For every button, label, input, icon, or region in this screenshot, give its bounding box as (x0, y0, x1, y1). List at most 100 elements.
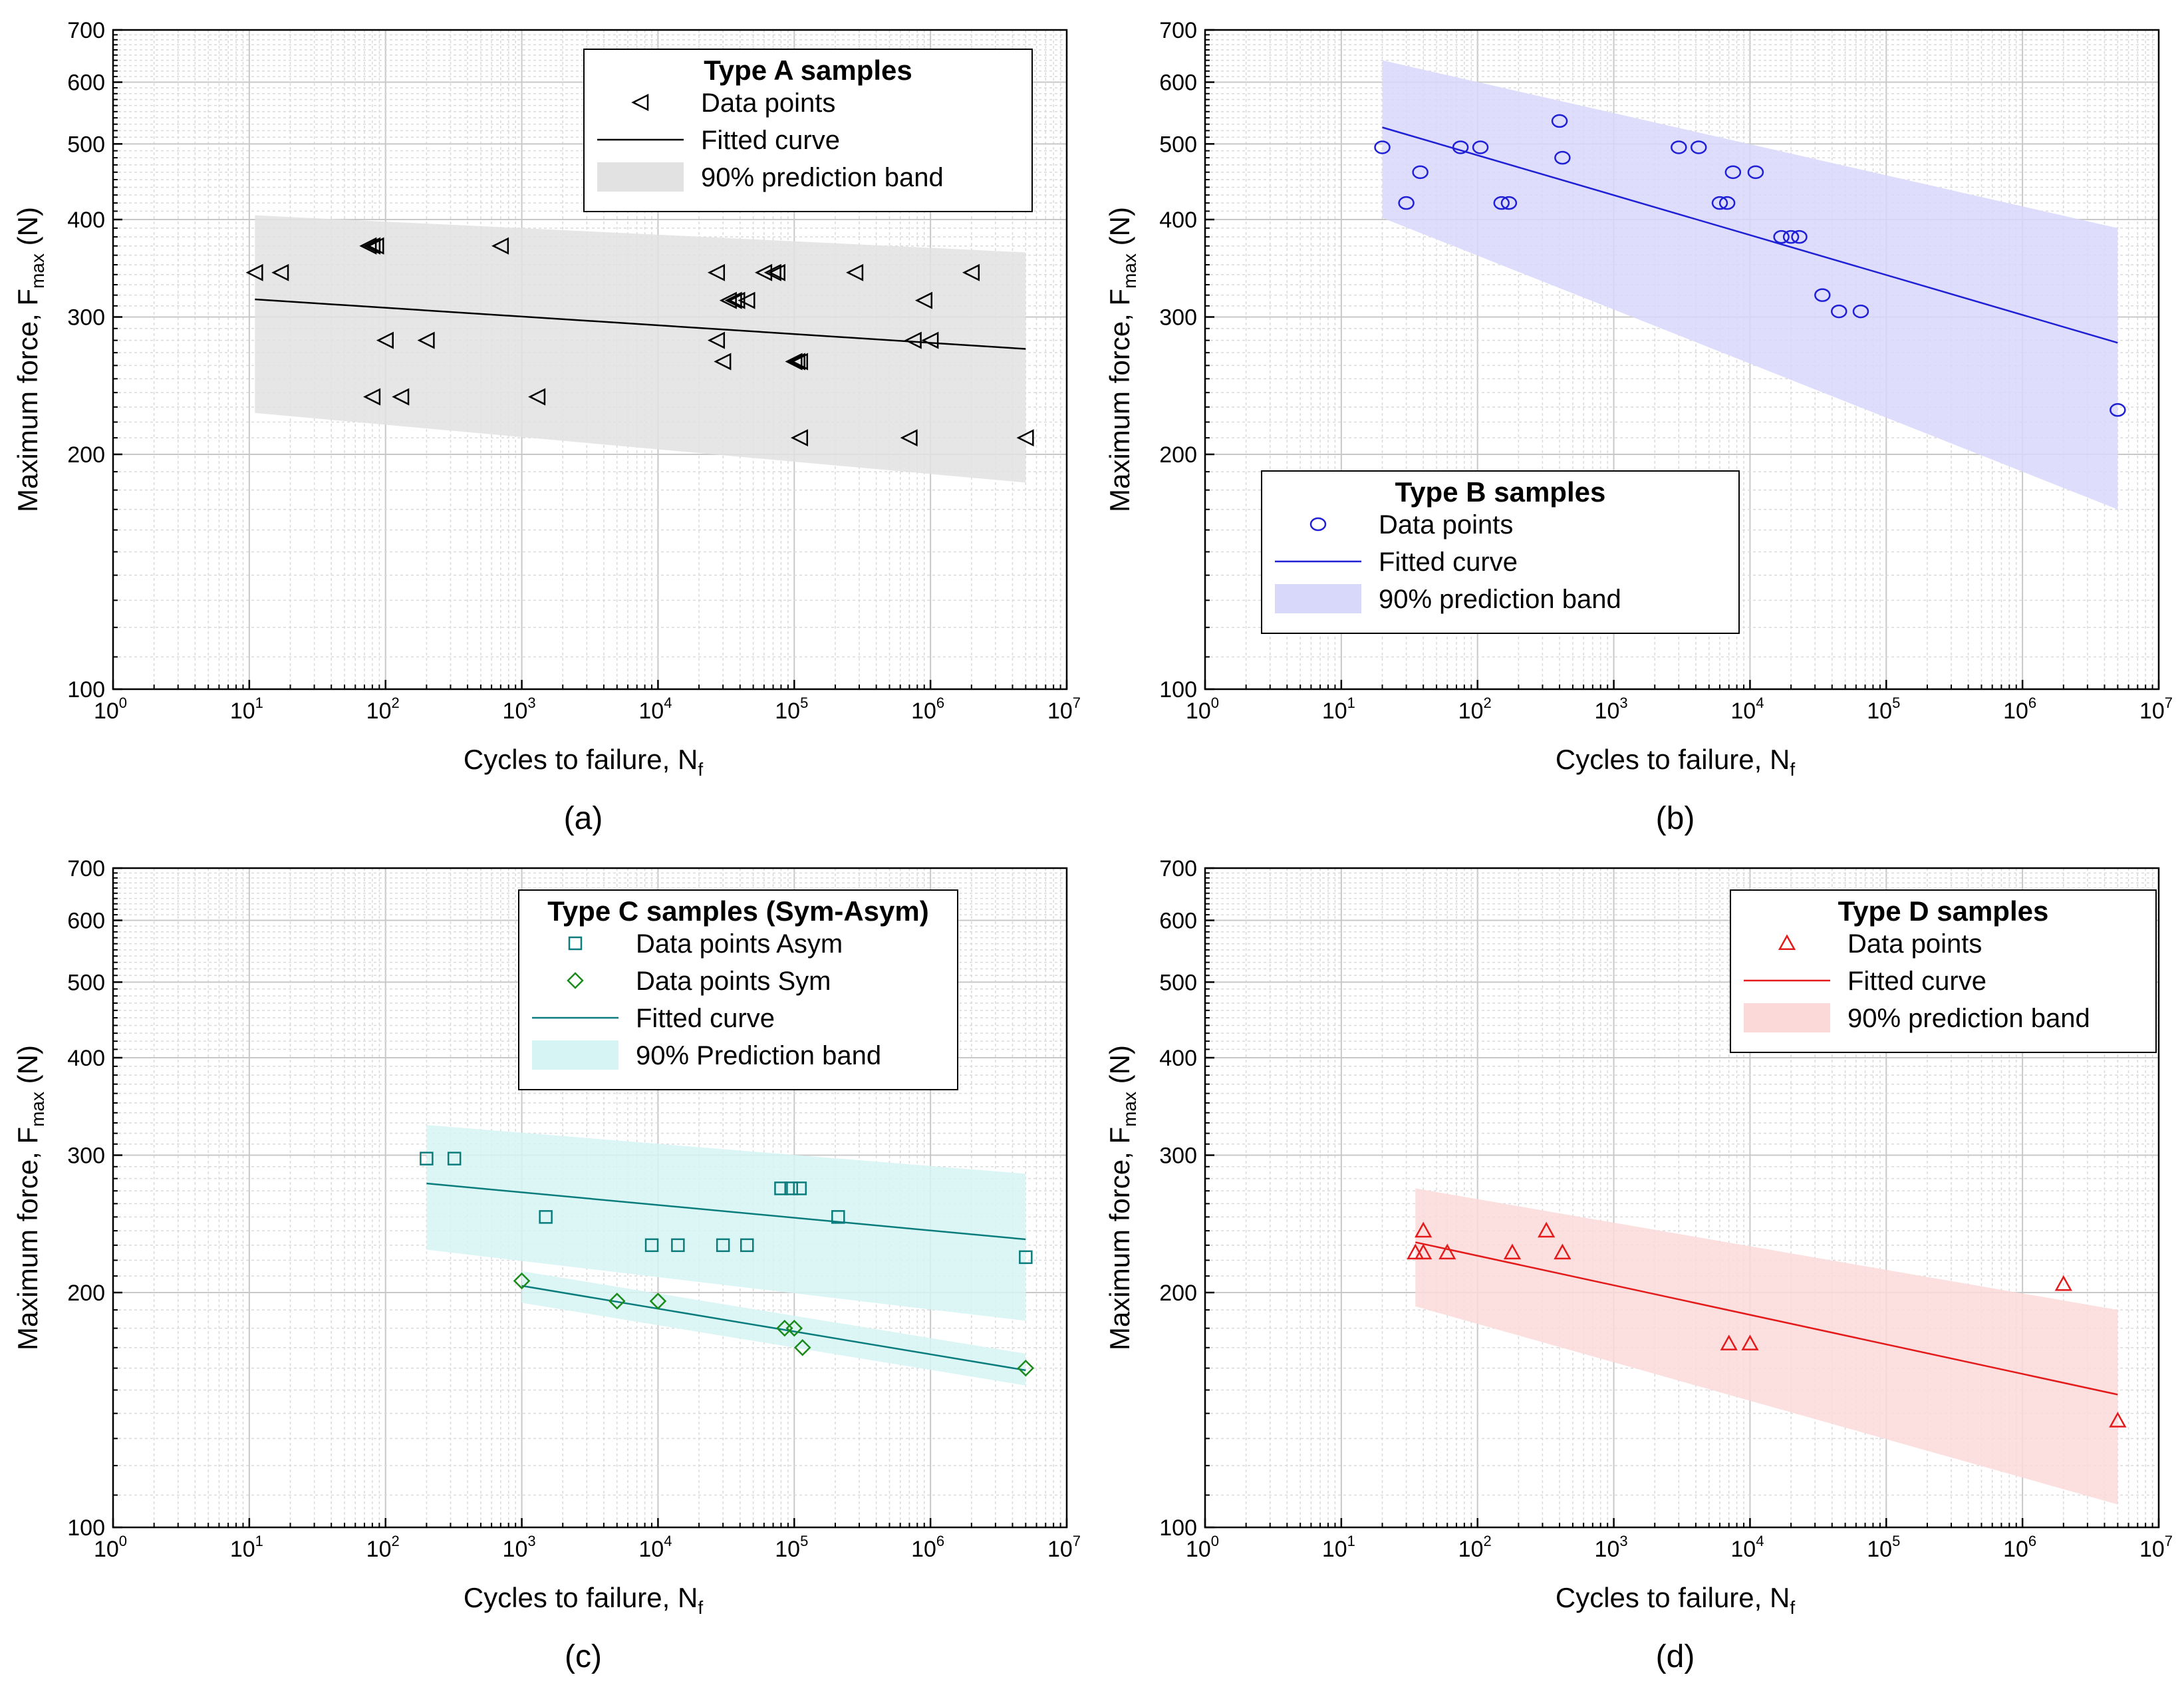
panel-caption: (c) (565, 1639, 602, 1674)
data-point (740, 1238, 754, 1253)
x-axis-title: Cycles to failure, Nf (464, 1582, 703, 1618)
y-tick-label: 500 (67, 132, 105, 157)
data-point (793, 1338, 811, 1356)
y-tick-label: 100 (1159, 677, 1197, 702)
x-axis-title: Cycles to failure, Nf (1556, 744, 1795, 780)
data-point (787, 353, 805, 371)
x-tick-label: 101 (1322, 695, 1355, 724)
data-point (1554, 1243, 1571, 1260)
data-point (1019, 1250, 1033, 1265)
legend-label: Fitted curve (636, 1004, 775, 1033)
plot-frame (112, 29, 1068, 691)
chart-svg-a: 100 101 102 103 104 105 106 1071002003004005006… (12, 18, 1081, 836)
fitted-curve (426, 1182, 1026, 1241)
legend-label: Data points (701, 88, 835, 118)
legend-label: 90% prediction band (1847, 1004, 2090, 1033)
data-point (921, 331, 939, 349)
ticks (112, 867, 1068, 1529)
y-tick-label: 600 (67, 71, 105, 96)
legend-label: Data points (1847, 929, 1982, 959)
x-axis-title: Cycles to failure, Nf (464, 744, 703, 780)
y-tick-label: 300 (1159, 1144, 1197, 1169)
data-point (447, 1152, 462, 1165)
y-axis-title: Maximum force, Fmax (N) (1104, 1045, 1140, 1350)
x-tick-label: 101 (1322, 1533, 1355, 1562)
data-point (513, 1272, 531, 1290)
data-point (1472, 140, 1489, 154)
y-tick-label: 400 (67, 208, 105, 233)
data-point (568, 936, 583, 951)
legend-label: 90% Prediction band (636, 1041, 881, 1070)
y-tick-label: 700 (67, 856, 105, 881)
data-point (1690, 140, 1707, 154)
data-point (785, 1319, 803, 1337)
y-tick-label: 200 (67, 1281, 105, 1306)
y-tick-label: 200 (1159, 442, 1197, 468)
data-point (1017, 1359, 1035, 1377)
legend-label: Fitted curve (1379, 547, 1518, 577)
x-tick-label: 103 (503, 695, 536, 724)
fitted-curve (521, 1285, 1026, 1372)
y-tick-label: 600 (1159, 909, 1197, 934)
chart-svg-d: 100 101 102 103 104 105 106 107 100 200 300 400 500 6… (1104, 856, 2173, 1674)
data-point (1720, 1334, 1738, 1350)
prediction-band (1382, 60, 2118, 510)
data-point (245, 263, 263, 281)
data-point (728, 291, 746, 309)
x-tick-label: 101 (230, 695, 263, 724)
y-tick-label: 300 (67, 305, 105, 331)
data-point (785, 353, 803, 371)
legend-swatch (1275, 584, 1361, 613)
data-series (1374, 114, 2126, 417)
x-tick-label: 105 (1867, 1533, 1900, 1562)
prediction-band (255, 215, 1026, 483)
chart-panel-d: 100 101 102 103 104 105 106 107 100 200 300 400 500 6… (1092, 838, 2184, 1688)
x-tick-label: 107 (1047, 1533, 1081, 1562)
data-point (708, 263, 726, 281)
fitted-curve (1382, 126, 2118, 344)
y-tick-label: 700 (1159, 856, 1197, 881)
legend-label: Data points Asym (636, 929, 843, 959)
x-tick-label: 102 (366, 695, 400, 724)
data-point (1773, 230, 1790, 244)
legend-title: Type B samples (1395, 476, 1606, 508)
legend-label: Fitted curve (701, 126, 840, 155)
y-tick-label: 500 (67, 970, 105, 995)
y-axis-title: Maximum force, Fmax (N) (1104, 207, 1140, 512)
y-tick-label: 500 (1159, 970, 1197, 995)
x-tick-label: 102 (1458, 695, 1492, 724)
data-series (245, 237, 1034, 447)
x-tick-label: 104 (638, 1533, 672, 1562)
data-point (2110, 403, 2126, 417)
y-tick-label: 300 (67, 1144, 105, 1169)
data-point (649, 1293, 667, 1310)
legend-swatch (532, 1040, 618, 1070)
data-point (1500, 196, 1518, 210)
x-tick-label: 102 (366, 1533, 400, 1562)
data-point (900, 429, 918, 447)
y-tick-label: 200 (67, 442, 105, 468)
legend-label: Fitted curve (1847, 967, 1986, 996)
data-point (719, 291, 737, 309)
x-tick-label: 103 (503, 1533, 536, 1562)
data-point (417, 331, 435, 349)
data-point (1782, 230, 1800, 244)
data-point (567, 972, 584, 989)
data-point (2109, 1412, 2127, 1428)
x-tick-label: 101 (230, 1533, 263, 1562)
panel-caption: (d) (1656, 1639, 1695, 1674)
chart-panel-c: 100 101 102 103 104 105 106 107 100 200 300 400 500 6… (0, 838, 1092, 1688)
panel-caption: (b) (1656, 801, 1695, 836)
chart-svg-c: 100 101 102 103 104 105 106 1071002003004005006… (12, 856, 1081, 1674)
plot-frame (1204, 867, 2160, 1529)
x-tick-label: 103 (1595, 695, 1628, 724)
data-point (363, 388, 381, 406)
ticks (1204, 867, 2160, 1529)
data-point (271, 263, 289, 281)
data-series (513, 1272, 1035, 1377)
data-point (1747, 165, 1764, 180)
data-point (904, 331, 922, 349)
data-point (420, 1152, 434, 1165)
y-tick-label: 100 (1159, 1515, 1197, 1541)
